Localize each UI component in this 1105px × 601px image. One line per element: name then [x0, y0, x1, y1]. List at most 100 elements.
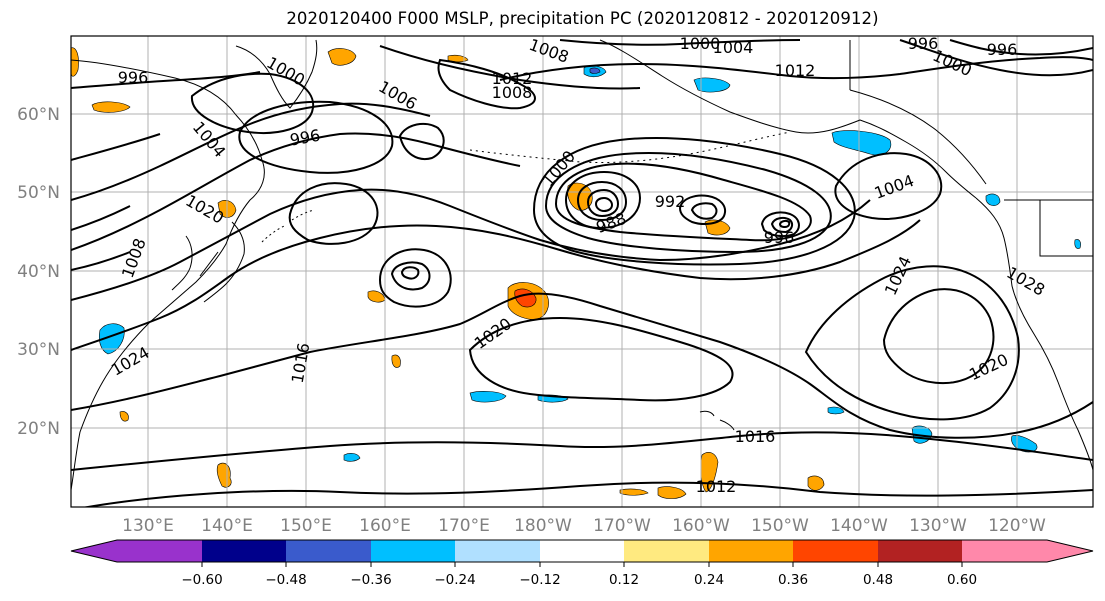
lon-label: 140°E — [201, 516, 253, 536]
lat-label: 20°N — [17, 419, 60, 439]
contour-label: 996 — [118, 68, 149, 87]
contour-label: 1012 — [492, 69, 533, 88]
coastline-kamchatka — [235, 39, 318, 109]
isobar — [71, 219, 921, 351]
colorbar-tick-label: −0.12 — [519, 572, 560, 588]
lon-label: 130°W — [909, 516, 967, 536]
lon-label: 160°W — [672, 516, 730, 536]
colorbar-tick-labels: −0.60 −0.48 −0.36 −0.24 −0.12 0.12 0.24 … — [181, 572, 977, 588]
colorbar-segment — [962, 540, 1093, 562]
contour-label: 992 — [655, 192, 686, 211]
isobar — [390, 261, 431, 291]
isobar — [554, 162, 812, 242]
precip-patch — [1074, 239, 1081, 249]
colorbar-segment — [540, 540, 624, 562]
coastline-korea — [171, 235, 193, 291]
isobar — [882, 288, 995, 385]
colorbar-ticks — [201, 562, 963, 567]
precip-patch — [327, 48, 357, 66]
isobar — [804, 265, 1020, 421]
isobar — [499, 56, 1093, 81]
coastline-alaska — [599, 39, 977, 199]
isobar — [532, 136, 856, 266]
isobar — [564, 170, 642, 230]
isobar — [690, 202, 718, 220]
isobar — [71, 133, 161, 271]
colorbar: −0.60 −0.48 −0.36 −0.24 −0.12 0.12 0.24 … — [70, 539, 1094, 588]
precip-patch — [119, 411, 129, 422]
precip-patch — [91, 101, 131, 113]
colorbar-tick-label: −0.60 — [181, 572, 222, 588]
isobar — [594, 196, 614, 213]
lat-label: 50°N — [17, 183, 60, 203]
coastline-kuril — [261, 209, 315, 243]
colorbar-segment — [286, 540, 371, 562]
longitude-labels: 130°E 140°E 150°E 160°E 170°E 180°W 170°… — [122, 516, 1046, 536]
precip-patch — [98, 323, 125, 355]
isobar — [238, 100, 394, 174]
isobar — [899, 39, 1093, 77]
map-content — [71, 36, 1093, 507]
precip-patch — [589, 67, 601, 74]
isobar — [398, 122, 445, 160]
contour-label: 1004 — [713, 38, 754, 57]
isobar — [678, 194, 726, 225]
isobar — [544, 151, 832, 254]
border-us — [1004, 199, 1093, 257]
colorbar-tick-label: −0.24 — [434, 572, 475, 588]
isobar — [949, 39, 1093, 56]
isobar — [770, 216, 794, 234]
latitude-labels: 60°N 50°N 40°N 30°N 20°N — [17, 105, 60, 439]
isobar — [437, 58, 536, 110]
isobar — [379, 45, 641, 90]
lon-label: 160°E — [359, 516, 411, 536]
colorbar-tick-label: 0.48 — [863, 572, 893, 588]
precip-patch — [619, 488, 649, 496]
lat-label: 40°N — [17, 262, 60, 282]
colorbar-segment — [624, 540, 709, 562]
precip-patch — [391, 354, 401, 368]
precip-patch — [469, 391, 507, 403]
isobar — [378, 248, 452, 308]
isobar — [71, 102, 431, 201]
colorbar-segment — [709, 540, 793, 562]
lon-label: 120°W — [988, 516, 1046, 536]
isobar — [71, 292, 1093, 439]
lon-label: 140°W — [830, 516, 888, 536]
contour-label: 1000 — [680, 34, 721, 53]
lat-label: 30°N — [17, 340, 60, 360]
colorbar-tick-label: −0.36 — [350, 572, 391, 588]
colorbar-segment — [878, 540, 962, 562]
isobar — [586, 188, 620, 218]
lon-label: 180°W — [514, 516, 572, 536]
isobars — [71, 39, 1093, 507]
graticule — [71, 36, 1093, 507]
isobar — [468, 316, 734, 402]
precip-shading — [71, 47, 1081, 499]
colorbar-tick-label: 0.24 — [694, 572, 724, 588]
lon-label: 170°E — [438, 516, 490, 536]
coastline-hawaii — [699, 410, 735, 431]
isobar — [834, 152, 943, 220]
precip-patch — [343, 453, 361, 462]
precip-positive-patches — [71, 47, 825, 499]
map-frame — [70, 35, 1094, 508]
colorbar-outline — [70, 539, 1094, 563]
contour-label: 996 — [764, 228, 795, 247]
precip-patch — [985, 193, 1001, 206]
lat-label: 60°N — [17, 105, 60, 125]
lon-label: 170°W — [593, 516, 651, 536]
isobar — [778, 219, 791, 229]
colorbar-segment — [455, 540, 540, 562]
precip-patch — [807, 475, 825, 491]
colorbar-tick-label: 0.36 — [778, 572, 808, 588]
isobar — [559, 39, 801, 46]
contour-label: 1012 — [696, 477, 737, 496]
isobar — [288, 182, 379, 245]
coastline-canada — [849, 40, 987, 185]
precip-patch — [657, 486, 687, 499]
lon-label: 150°E — [280, 516, 332, 536]
isobar — [576, 180, 628, 222]
lon-label: 130°E — [122, 516, 174, 536]
